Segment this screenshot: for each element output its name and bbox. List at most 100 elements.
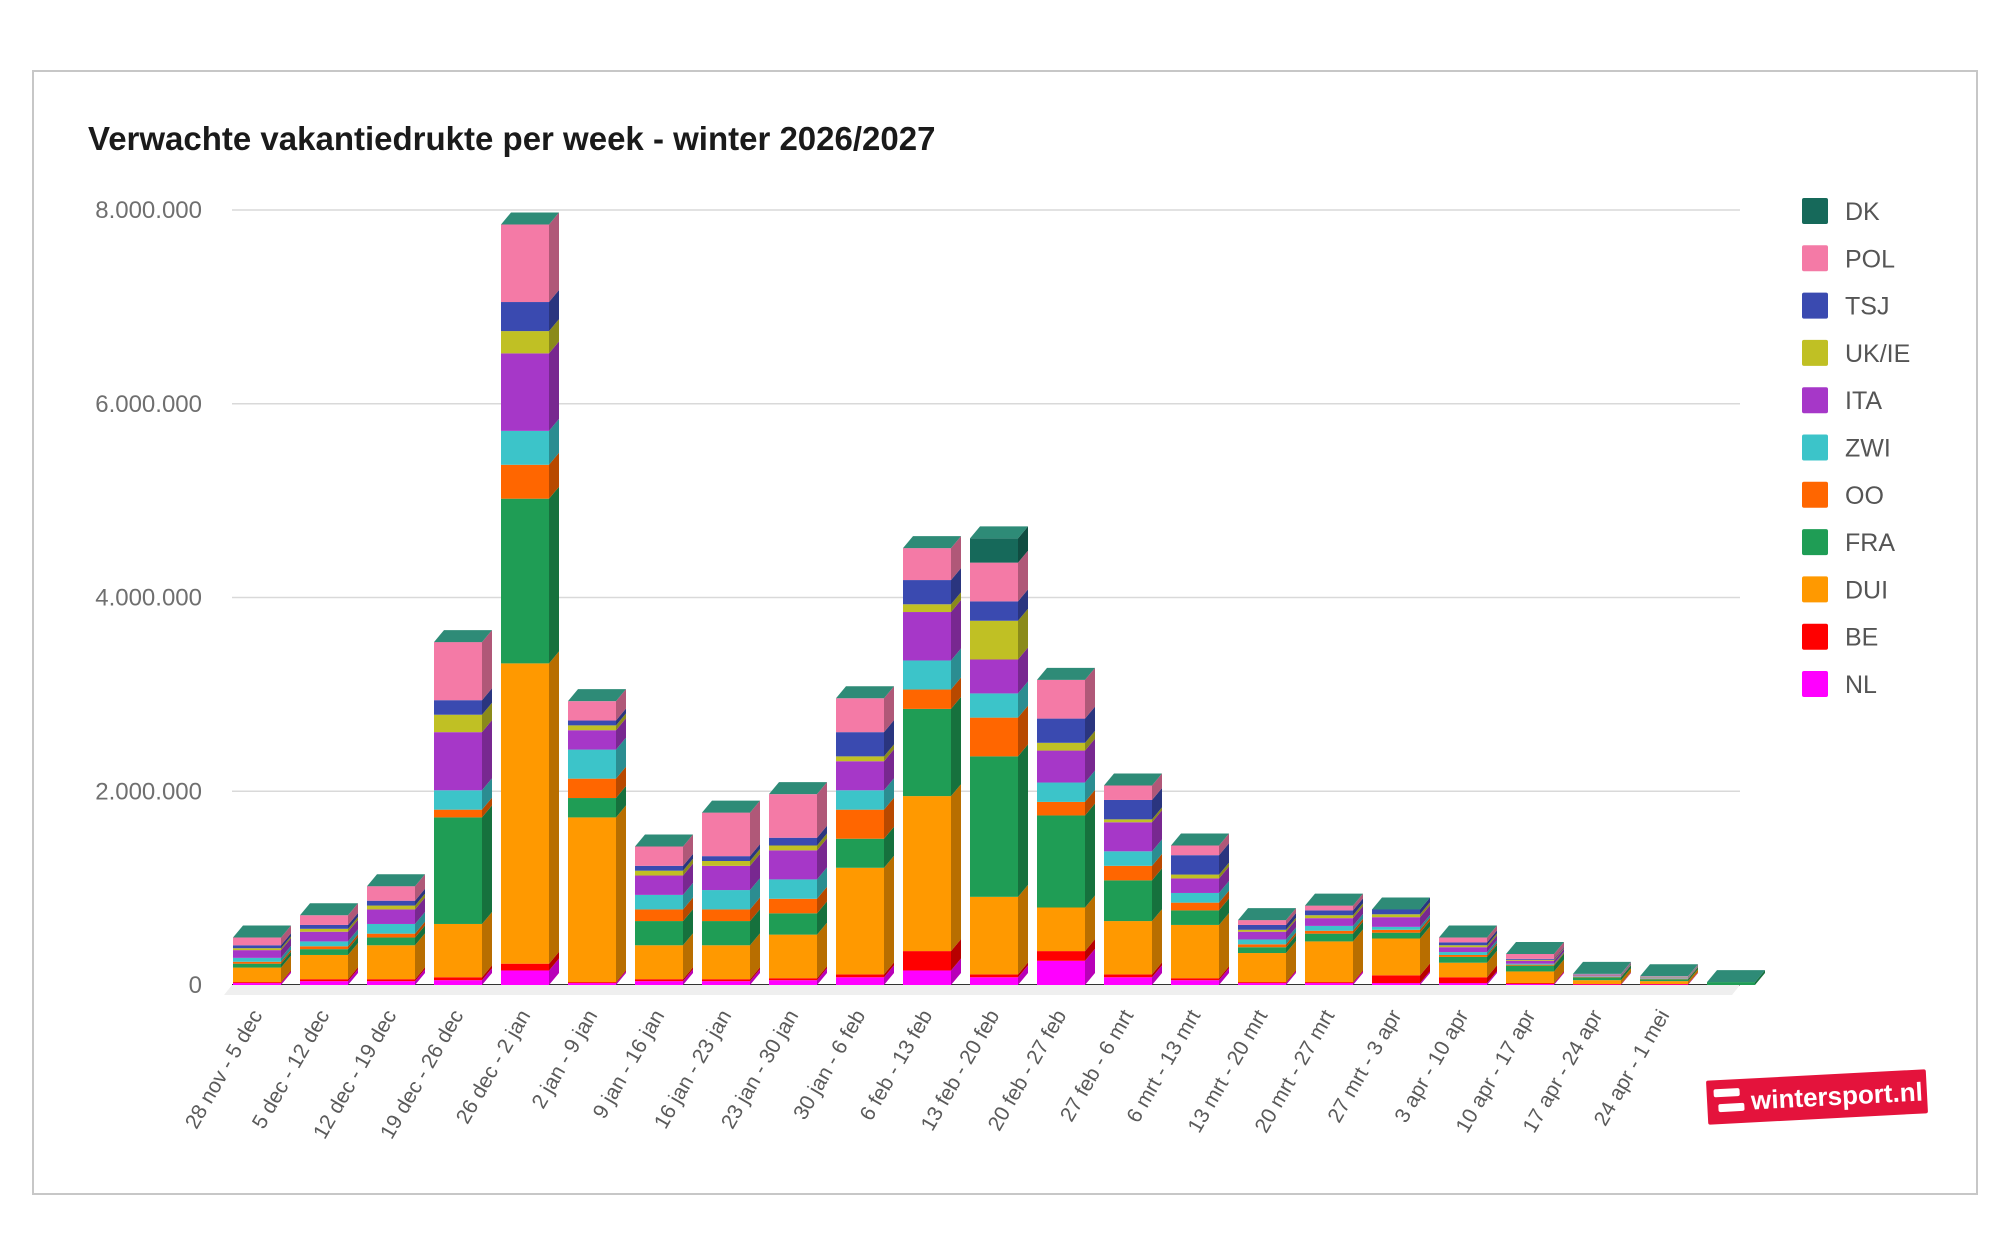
bar-segment-fra [434,817,482,924]
bars [233,212,1765,985]
bar-16-jan-23-jan [702,800,760,985]
bar-segment-be [300,979,348,982]
bar-segment-pol [1171,845,1219,856]
bar-side-oo [348,934,358,950]
bar-segment-dui [970,896,1018,975]
bar-side-ita [1554,948,1564,964]
bar-segment-tsj [367,900,415,906]
bar-side-dui [348,942,358,980]
bar-segment-pol [836,698,884,733]
bar-side-be [1621,972,1631,985]
bar-segment-zwi [501,430,549,465]
bar-side-tsj [1018,589,1028,621]
bar-segment-pol [1037,679,1085,719]
bar-segment-fra [1372,932,1420,939]
bar-side-dui [616,805,626,983]
bar-segment-be [1305,982,1353,984]
bar-segment-pol [702,812,750,857]
legend-label: UK/IE [1845,340,1910,368]
bar-segment-fra [1305,933,1353,942]
bar-segment-zwi [1238,939,1286,945]
bar-side-ita [482,720,492,791]
bar-side-pol [1018,550,1028,602]
bar-side-be [1085,939,1095,961]
bar-segment-fra [1238,947,1286,954]
legend-item-ita: ITA [1802,387,1882,415]
bar-segment-dui [434,923,482,978]
bar-segment-pol [501,224,549,303]
y-tick-label: 4.000.000 [95,585,202,612]
bar-segment-oo [1372,929,1420,933]
legend-item-dk: DK [1802,198,1880,226]
bar-segment-tsj [1439,942,1487,946]
bar-segment-zwi [233,957,281,962]
bar-segment-ita [702,865,750,891]
legend-label: ITA [1845,387,1882,415]
bar-side-uk-ie [1621,962,1631,976]
bar-top-cap [300,903,358,916]
bar-side-fra [1487,944,1497,963]
bar-side-ita [348,919,358,942]
legend-label: BE [1845,624,1878,652]
bar-segment-uk-ie [1305,915,1353,919]
bar-side-nl [884,965,894,985]
bar-side-fra [1688,967,1698,982]
bar-segment-oo [501,464,549,499]
bar-side-fra [1018,744,1028,897]
bar-side-be [1420,963,1430,984]
bar-segment-zwi [903,660,951,690]
bar-segment-oo [1305,930,1353,934]
bar-segment-zwi [1439,952,1487,955]
bar-segment-ita [501,353,549,431]
x-tick-label: 9 jan - 16 jan [589,1006,670,1123]
bar-side-dui [1219,912,1229,979]
bar-28-nov-5-dec [233,925,291,985]
bar-side-tsj [281,933,291,949]
bar-segment-be [434,977,482,981]
bar-top-cap [1104,773,1162,786]
bar-segment-uk-ie [702,861,750,866]
bar-segment-dui [836,867,884,975]
bar-side-zwi [1420,914,1430,930]
bar-side-ita [1018,647,1028,694]
bar-top-cap [635,834,693,847]
bar-side-uk-ie [616,713,626,731]
bar-side-zwi [1085,770,1095,802]
bar-side-ita [1420,905,1430,927]
bar-side-pol [683,834,693,866]
bar-segment-ita [1037,750,1085,783]
bar-segment-uk-ie [1104,819,1152,823]
bar-side-oo [817,886,827,914]
bar-segment-zwi [568,749,616,779]
bar-top-cap [1506,942,1564,954]
bar-segment-tsj [1305,910,1353,916]
bar-segment-uk-ie [1506,959,1554,961]
bar-side-ita [1286,919,1296,940]
bar-segment-nl [1037,960,1085,985]
bar-segment-nl [1439,983,1487,985]
bar-side-uk-ie [884,744,894,762]
legend-label: OO [1845,482,1884,510]
bar-20-feb-27-feb [1037,667,1095,985]
bar-segment-uk-ie [1238,929,1286,932]
bar-side-oo [1621,964,1631,978]
bar-side-fra [750,909,760,946]
bar-segment-dui [367,945,415,980]
bar-top-cap [1707,970,1765,983]
bar-side-pol [549,212,559,303]
bar-segment-dui [1506,971,1554,984]
bar-segment-pol [233,937,281,946]
bar-side-dui [1018,884,1028,975]
bar-side-dui [482,911,492,978]
bar-side-ita [683,863,693,895]
bar-segment-dui [233,967,281,983]
bar-side-zwi [1554,951,1564,965]
x-tick-label: 30 jan - 6 feb [789,1006,870,1124]
bar-segment-tsj [836,732,884,757]
legend-label: TSJ [1845,293,1889,321]
bar-side-be [1219,966,1229,981]
bar-side-ita [1219,866,1229,893]
bar-side-dui [951,784,961,952]
bar-segment-pol [1506,954,1554,959]
bar-side-zwi [415,911,425,934]
